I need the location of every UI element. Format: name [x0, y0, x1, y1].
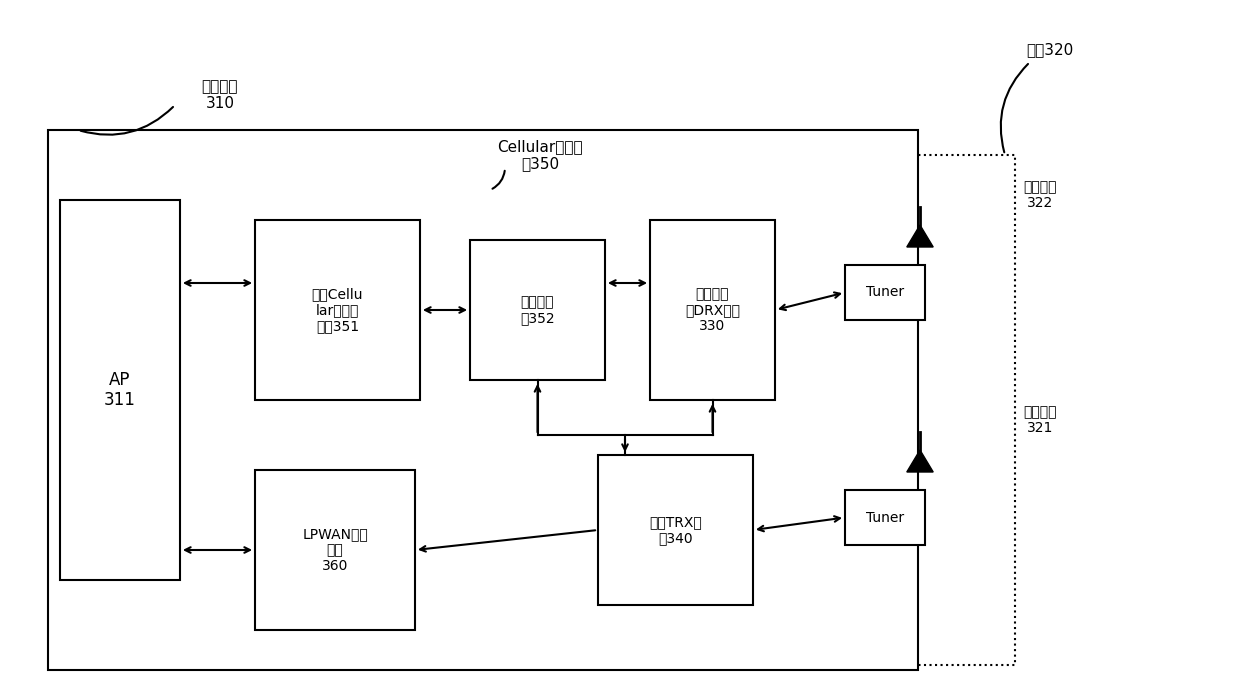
Text: 收发TRX模
块340: 收发TRX模 块340	[649, 515, 702, 545]
Text: 分集天线
322: 分集天线 322	[1023, 180, 1056, 210]
Bar	[844, 265, 925, 320]
Text: 非连续接
收DRX模块
330: 非连续接 收DRX模块 330	[684, 287, 740, 333]
Text: 芯片模块
310: 芯片模块 310	[202, 79, 238, 111]
Bar	[60, 200, 180, 580]
Text: Tuner: Tuner	[866, 286, 904, 299]
Bar	[255, 470, 415, 630]
Bar	[470, 240, 605, 380]
Text: 主集天线
321: 主集天线 321	[1023, 405, 1056, 435]
Text: 蜂窜收发
器352: 蜂窜收发 器352	[521, 295, 554, 325]
Text: 蜂窜Cellu
lar调制解
调器351: 蜂窜Cellu lar调制解 调器351	[311, 287, 363, 333]
Bar	[255, 220, 420, 400]
Bar	[48, 130, 918, 670]
Bar	[844, 490, 925, 545]
Bar	[598, 455, 753, 605]
Bar	[650, 220, 775, 400]
Text: LPWAN通信
模块
360: LPWAN通信 模块 360	[303, 527, 368, 573]
Polygon shape	[906, 225, 934, 247]
Bar	[229, 190, 790, 490]
Polygon shape	[906, 450, 934, 472]
Bar	[830, 155, 1016, 665]
Text: Tuner: Tuner	[866, 511, 904, 525]
Text: 天线320: 天线320	[1027, 42, 1074, 58]
Text: Cellular通信模
块350: Cellular通信模 块350	[497, 139, 583, 171]
Text: AP
311: AP 311	[104, 371, 136, 410]
